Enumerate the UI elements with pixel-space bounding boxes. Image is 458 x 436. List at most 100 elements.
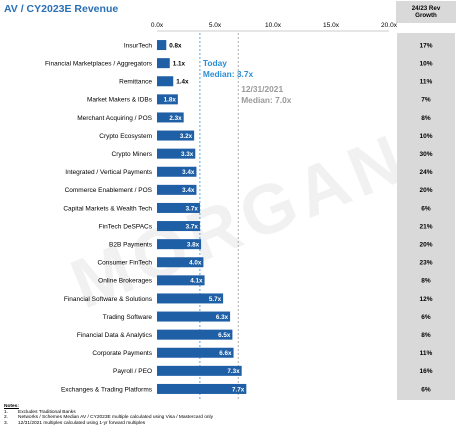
bar — [157, 365, 242, 376]
bar-value-label: 3.7x — [186, 205, 199, 212]
category-label: Financial Marketplaces / Aggregators — [45, 60, 153, 67]
note-1: 1. Excludes Traditional Banks — [4, 410, 213, 416]
bar-value-label: 4.1x — [190, 278, 203, 285]
bar-value-label: 1.1x — [173, 60, 186, 67]
category-label: Integrated / Vertical Payments — [65, 169, 152, 176]
note-text: Excludes Traditional Banks — [18, 409, 76, 415]
bar-value-label: 6.3x — [216, 314, 229, 321]
x-tick-label: 0.0x — [151, 22, 164, 29]
category-label: Financial Data & Analytics — [77, 332, 153, 339]
bar-value-label: 3.4x — [182, 169, 195, 176]
bar-value-label: 3.2x — [180, 133, 193, 140]
growth-value: 6% — [421, 205, 431, 212]
bar — [157, 76, 174, 87]
bar-value-label: 6.6x — [219, 350, 232, 357]
growth-value: 8% — [421, 278, 431, 285]
category-label: Payroll / PEO — [113, 368, 152, 375]
growth-value: 21% — [419, 223, 432, 230]
note-text: 12/31/2021 multiples calculated using 1-… — [18, 420, 146, 426]
growth-value: 8% — [421, 332, 431, 339]
bar — [157, 202, 200, 213]
bar — [157, 329, 233, 340]
category-label: InsurTech — [124, 42, 153, 49]
bar — [157, 311, 231, 322]
bar — [157, 130, 195, 141]
x-tick-label: 5.0x — [209, 22, 222, 29]
x-tick-label: 10.0x — [265, 22, 282, 29]
growth-value: 24% — [419, 169, 432, 176]
past-median-label-line2: Median: 7.0x — [241, 95, 292, 105]
growth-header-line-2: Growth — [415, 12, 437, 19]
growth-value: 12% — [419, 296, 432, 303]
category-label: Merchant Acquiring / POS — [77, 115, 152, 122]
growth-value: 20% — [419, 241, 432, 248]
note-number: 3. — [4, 420, 9, 426]
bar-value-label: 3.7x — [186, 223, 199, 230]
growth-header-line-1: 24/23 Rev — [411, 5, 441, 12]
category-label: Exchanges & Trading Platforms — [61, 386, 153, 393]
bar — [157, 293, 224, 304]
note-2: 2. Networks / Schemes Median AV / CY2023… — [4, 415, 213, 421]
growth-value: 6% — [421, 314, 431, 321]
note-number: 2. — [4, 415, 9, 421]
bar — [157, 257, 204, 268]
bar — [157, 94, 178, 105]
category-label: Commerce Enablement / POS — [65, 187, 153, 194]
category-label: B2B Payments — [109, 241, 153, 248]
category-label: Remittance — [119, 79, 152, 86]
bar-value-label: 3.8x — [187, 241, 200, 248]
growth-value: 10% — [419, 60, 432, 67]
bar — [157, 184, 197, 195]
bar — [157, 275, 205, 286]
bar-value-label: 5.7x — [209, 296, 222, 303]
category-label: Corporate Payments — [92, 350, 152, 357]
today-median-label-line2: Median: 3.7x — [203, 69, 254, 79]
bar — [157, 347, 234, 358]
category-label: Crypto Miners — [112, 151, 153, 158]
bar-value-label: 1.8x — [164, 97, 177, 104]
category-label: Crypto Ecosystem — [99, 133, 152, 140]
today-median-label-line1: Today — [203, 58, 227, 68]
growth-value: 11% — [420, 350, 433, 357]
growth-value: 6% — [421, 386, 431, 393]
category-label: Market Makers & IDBs — [87, 97, 153, 104]
bar-value-label: 3.3x — [181, 151, 194, 158]
note-text: Networks / Schemes Median AV / CY2023E m… — [18, 415, 213, 421]
growth-column-header: 24/23 Rev Growth — [396, 1, 456, 23]
growth-value: 7% — [421, 97, 431, 104]
category-label: Trading Software — [103, 314, 153, 321]
past-median-label-line1: 12/31/2021 — [241, 84, 283, 94]
bar-value-label: 2.3x — [169, 115, 182, 122]
bar — [157, 383, 247, 394]
growth-value: 10% — [419, 133, 432, 140]
growth-value: 30% — [419, 151, 432, 158]
bar — [157, 148, 196, 159]
category-label: FinTech DeSPACs — [99, 223, 153, 230]
notes: Notes: 1. Excludes Traditional Banks 2. … — [4, 404, 213, 426]
bar-value-label: 7.7x — [232, 386, 245, 393]
chart-title: AV / CY2023E Revenue — [4, 3, 119, 15]
growth-column-bg — [397, 33, 455, 400]
bar — [157, 221, 200, 232]
growth-value: 8% — [421, 115, 431, 122]
bar-value-label: 1.4x — [176, 79, 189, 86]
x-tick-label: 15.0x — [323, 22, 340, 29]
bar-value-label: 3.4x — [182, 187, 195, 194]
bar — [157, 40, 167, 51]
category-label: Financial Software & Solutions — [64, 296, 153, 303]
bar — [157, 166, 197, 177]
note-number: 1. — [4, 409, 9, 415]
bar — [157, 58, 170, 69]
note-3: 3. 12/31/2021 multiples calculated using… — [4, 421, 213, 427]
bar-value-label: 0.8x — [169, 42, 182, 49]
bar — [157, 112, 184, 123]
category-label: Capital Markets & Wealth Tech — [63, 205, 152, 212]
growth-value: 16% — [419, 368, 432, 375]
category-label: Consumer FinTech — [97, 260, 152, 267]
growth-value: 11% — [420, 79, 433, 86]
category-label: Online Brokerages — [98, 278, 153, 285]
growth-value: 17% — [419, 42, 432, 49]
bar-value-label: 4.0x — [189, 260, 202, 267]
notes-heading: Notes: — [4, 404, 19, 409]
